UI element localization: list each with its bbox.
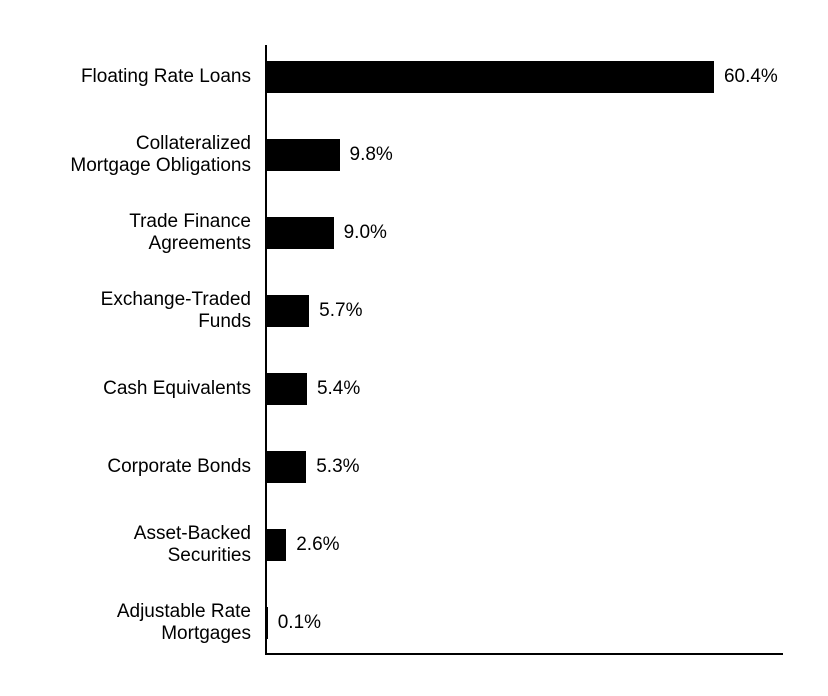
category-label: Exchange-Traded Funds: [31, 289, 251, 333]
plot-area: Floating Rate Loans60.4%Collateralized M…: [265, 45, 783, 655]
bar: [267, 607, 268, 639]
bar: [267, 295, 309, 327]
bar: [267, 451, 306, 483]
allocation-bar-chart: Floating Rate Loans 60.4% Collateralized M…: [0, 0, 828, 696]
bar: [267, 529, 286, 561]
x-axis: [265, 653, 783, 655]
category-label: Cash Equivalents: [31, 378, 251, 400]
category-label: Adjustable Rate Mortgages: [31, 601, 251, 645]
bar: [267, 217, 334, 249]
bar: [267, 139, 340, 171]
value-label: 5.7%: [319, 300, 362, 322]
value-label: 5.4%: [317, 378, 360, 400]
value-label: 9.0%: [344, 222, 387, 244]
category-label: Collateralized Mortgage Obligations: [31, 133, 251, 177]
category-label: Asset-Backed Securities: [31, 523, 251, 567]
bar: [267, 373, 307, 405]
value-label: 2.6%: [296, 534, 339, 556]
value-label: 0.1%: [278, 612, 321, 634]
value-label: 9.8%: [350, 144, 393, 166]
category-label: Corporate Bonds: [31, 456, 251, 478]
bar: [267, 61, 714, 93]
y-axis: [265, 45, 267, 655]
value-label: 60.4%: [724, 66, 778, 88]
value-label: 5.3%: [316, 456, 359, 478]
category-label: Trade Finance Agreements: [31, 211, 251, 255]
category-label: Floating Rate Loans: [31, 66, 251, 88]
